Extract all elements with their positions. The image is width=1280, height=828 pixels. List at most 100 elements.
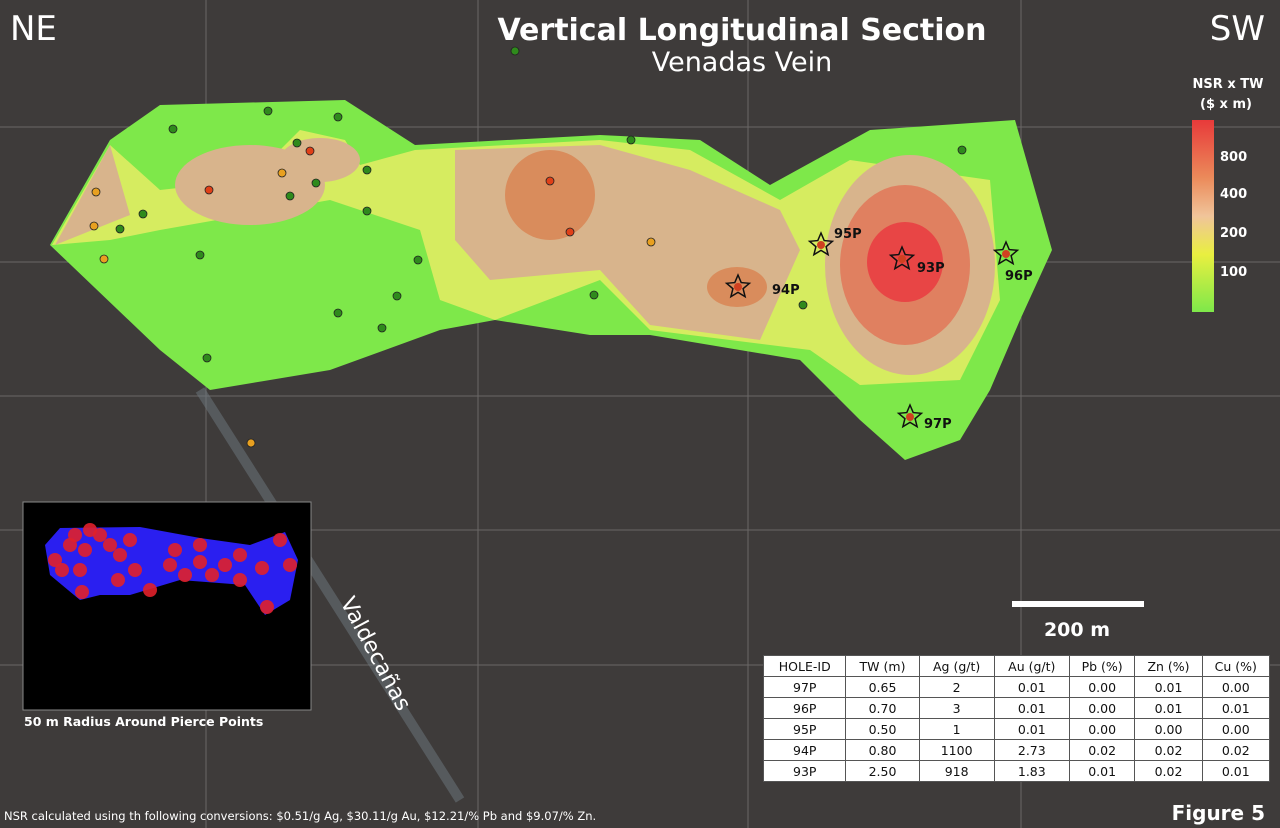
pierce-star [992,240,1020,266]
table-row: 95P 0.50 1 0.01 0.00 0.00 0.00 [762,718,1271,740]
drill-hole [292,138,302,148]
scale-bar [1012,601,1144,607]
column-header: Ag (g/t) [918,655,995,677]
inset-dot [73,563,87,577]
drill-hole [377,323,387,333]
inset-dot [283,558,297,572]
scale-label: 200 m [1044,619,1110,641]
pierce-star [896,403,924,429]
table-cell: 0.01 [1201,697,1271,719]
inset-dot [55,563,69,577]
drill-hole [333,308,343,318]
inset-dot [128,563,142,577]
drill-hole [277,168,287,178]
figure-label: Figure 5 [1172,801,1265,825]
drill-hole [285,191,295,201]
column-header: Pb (%) [1068,655,1136,677]
drill-hole [362,165,372,175]
table-cell: 0.01 [1134,697,1203,719]
drill-hole [545,176,555,186]
table-cell: 0.02 [1134,739,1203,761]
pierce-point [734,283,742,291]
pierce-label: 97P [924,417,952,432]
drill-hole [392,291,402,301]
footnote: NSR calculated using th following conver… [4,809,596,823]
table-cell: 95P [762,718,847,740]
assay-table: HOLE-ID TW (m) Ag (g/t) Au (g/t) Pb (%) Zn (%… [762,655,1271,782]
drill-holes [89,46,967,448]
legend-unit: ($ x m) [1200,97,1252,112]
drill-hole [138,209,148,219]
table-cell: 96P [762,697,847,719]
drill-hole [246,438,256,448]
drill-hole [798,300,808,310]
table-cell: 0.00 [1201,676,1271,698]
vein-section [50,100,1052,460]
table-cell: 0.65 [845,676,920,698]
drill-hole [202,353,212,363]
inset-dot [233,573,247,587]
table-cell: 1100 [918,739,995,761]
legend-label: 100 [1220,265,1247,280]
inset-dot [75,585,89,599]
inset-dot [163,558,177,572]
fault [195,387,465,803]
inset-dot [218,558,232,572]
table-row: 97P 0.65 2 0.01 0.00 0.01 0.00 [762,676,1271,698]
inset-caption: 50 m Radius Around Pierce Points [24,714,263,729]
drill-hole [91,187,101,197]
inset-dot [48,553,62,567]
drill-hole [362,206,372,216]
inset-dot [168,543,182,557]
table-cell: 0.50 [845,718,920,740]
drill-hole [195,250,205,260]
drill-hole [311,178,321,188]
table-cell: 3 [918,697,995,719]
inset-dot [273,533,287,547]
table-cell: 0.01 [1134,676,1203,698]
pierce-star [807,231,835,257]
pierce-label: 96P [1005,269,1033,284]
table-cell: 0.01 [1201,760,1271,782]
table-cell: 0.02 [1134,760,1203,782]
inset-dot [78,543,92,557]
table-cell: 0.01 [993,697,1070,719]
inset-dot [260,600,274,614]
drill-hole [204,185,214,195]
table-row: 94P 0.80 1100 2.73 0.02 0.02 0.02 [762,739,1271,761]
pierce-point [906,413,914,421]
inset-dot [255,561,269,575]
drill-hole [565,227,575,237]
drill-hole [589,290,599,300]
table-row: 96P 0.70 3 0.01 0.00 0.01 0.01 [762,697,1271,719]
column-header: TW (m) [845,655,920,677]
inset-dot [123,533,137,547]
pierce-point [817,241,825,249]
table-cell: 94P [762,739,847,761]
direction-right: SW [1210,9,1265,49]
legend-title: NSR x TW [1193,77,1264,92]
pierce-label: 94P [772,283,800,298]
inset-dot [205,568,219,582]
legend-label: 400 [1220,187,1247,202]
drill-hole [510,46,520,56]
inset-dot [83,523,97,537]
drill-hole [646,237,656,247]
table-cell: 0.00 [1068,697,1136,719]
table-row: 93P 2.50 918 1.83 0.01 0.02 0.01 [762,760,1271,782]
table-cell: 0.00 [1201,718,1271,740]
inset-dots [48,523,297,614]
table-cell: 1 [918,718,995,740]
place-label: Valdecañas [335,593,416,715]
drill-hole [168,124,178,134]
table-cell: 0.02 [1068,739,1136,761]
pierce-label: 95P [834,227,862,242]
column-header: Au (g/t) [993,655,1070,677]
inset-dot [233,548,247,562]
table-cell: 0.00 [1068,718,1136,740]
legend-label: 800 [1220,150,1247,165]
table-row: HOLE-ID TW (m) Ag (g/t) Au (g/t) Pb (%) Zn (%… [762,655,1271,677]
drill-hole [305,146,315,156]
title: Vertical Longitudinal Section [497,13,986,48]
